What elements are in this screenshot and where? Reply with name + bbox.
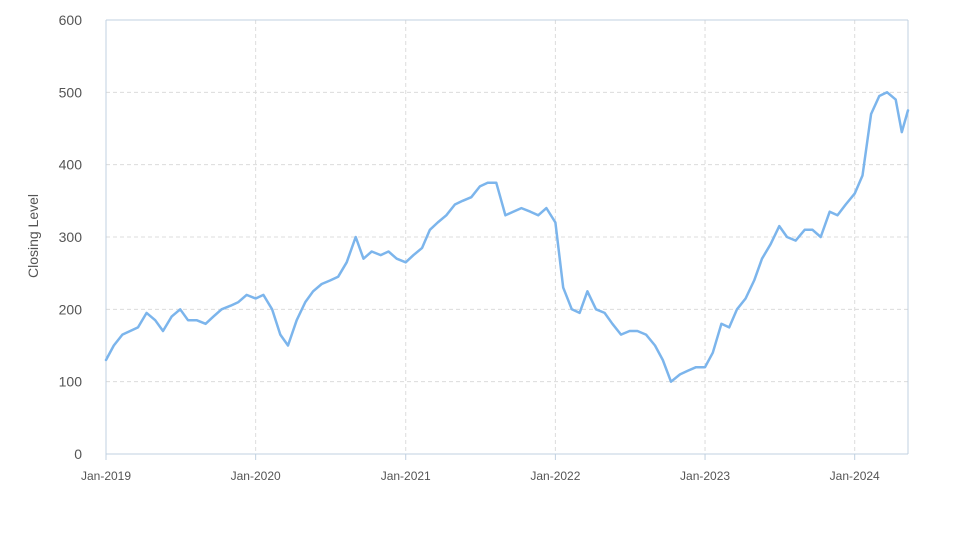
y-tick-label: 400 [59, 157, 83, 173]
y-tick-label: 500 [59, 84, 83, 100]
x-tick-label: Jan-2022 [530, 469, 580, 483]
x-tick-label: Jan-2020 [231, 469, 281, 483]
y-tick-label: 300 [59, 229, 83, 245]
x-tick-label: Jan-2021 [381, 469, 431, 483]
x-tick-label: Jan-2019 [81, 469, 131, 483]
y-tick-label: 0 [74, 446, 82, 462]
closing-level-line [104, 91, 910, 383]
x-tick-label: Jan-2024 [830, 469, 880, 483]
axes [105, 19, 909, 460]
tick-labels: 0 100 200 300 400 500 600 Jan-2019 Jan-2020 Jan-2… [59, 12, 880, 483]
x-tick-label: Jan-2023 [680, 469, 730, 483]
series-layer [104, 91, 910, 383]
y-tick-label: 200 [59, 301, 83, 317]
y-axis-title: Closing Level [25, 194, 41, 278]
y-tick-label: 600 [59, 12, 83, 28]
y-tick-label: 100 [59, 374, 83, 390]
